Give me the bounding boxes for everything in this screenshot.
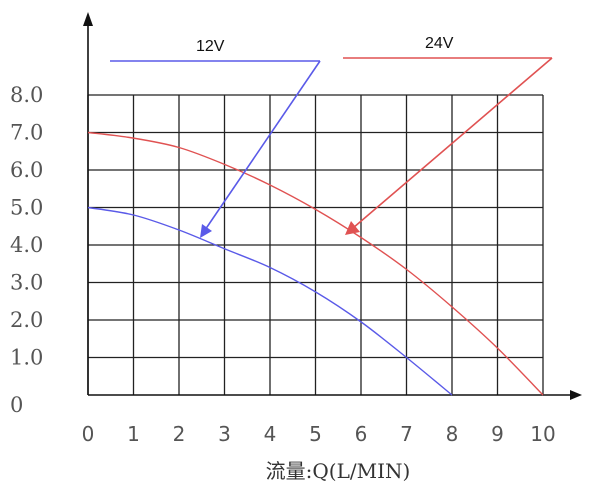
y-tick-label: 7.0: [10, 121, 43, 145]
y-tick-label: 1.0: [10, 346, 43, 370]
legend-label-12v: 12V: [196, 38, 225, 55]
x-tick-label: 7: [400, 422, 413, 446]
series-curves: [87, 131, 544, 396]
y-tick-labels: 0 1.0 2.0 3.0 4.0 5.0 6.0 7.0 8.0: [10, 83, 43, 417]
y-tick-label: 3.0: [10, 271, 43, 295]
x-tick-label: 1: [127, 422, 140, 446]
x-tick-label: 10: [530, 422, 555, 446]
leader-arrow-24v-icon: [345, 221, 360, 235]
x-tick-label: 9: [491, 422, 504, 446]
y-tick-label: 5.0: [10, 196, 43, 220]
x-tick-label: 6: [355, 422, 368, 446]
legend: 12V 24V: [110, 35, 553, 238]
x-tick-label: 8: [446, 422, 459, 446]
series-line-12v: [87, 206, 453, 396]
x-tick-label: 2: [173, 422, 186, 446]
x-tick-label: 3: [218, 422, 231, 446]
x-tick-label: 5: [309, 422, 322, 446]
y-tick-label: 4.0: [10, 233, 43, 257]
y-tick-label: 2.0: [10, 308, 43, 332]
y-tick-label: 0: [10, 393, 23, 417]
y-axis-arrow-icon: [83, 12, 93, 26]
legend-label-24v: 24V: [425, 35, 454, 52]
leader-line-24v: [352, 57, 553, 229]
axes: [83, 12, 582, 400]
leader-line-12v: [204, 60, 321, 231]
x-tick-label: 4: [264, 422, 277, 446]
x-axis-label: 流量:Q(L/MIN): [266, 459, 411, 483]
y-tick-label: 8.0: [10, 83, 43, 107]
series-line-24v: [87, 131, 544, 396]
leader-arrow-12v-icon: [200, 224, 212, 238]
x-tick-labels: 0 1 2 3 4 5 6 7 8 9 10: [82, 422, 556, 446]
x-tick-label: 0: [82, 422, 95, 446]
x-axis-arrow-icon: [570, 390, 582, 400]
y-tick-label: 6.0: [10, 158, 43, 182]
grid: [87, 94, 544, 395]
